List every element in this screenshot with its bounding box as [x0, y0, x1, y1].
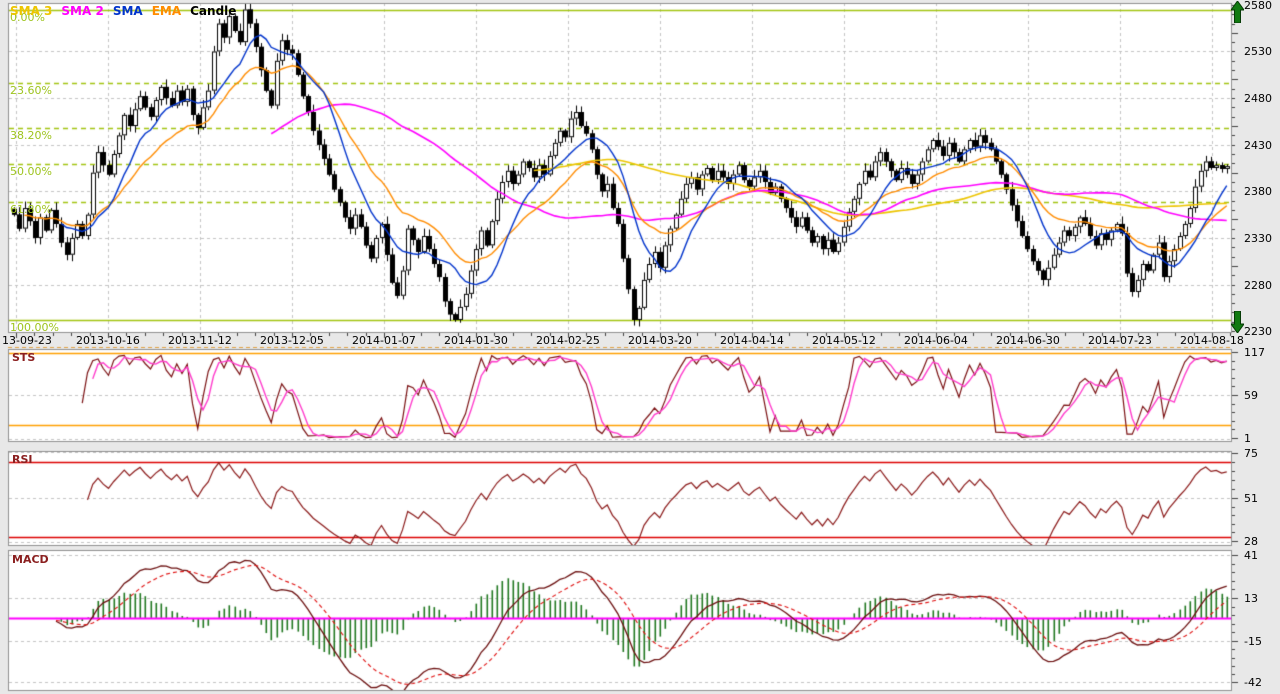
- fib-label-236: 23.60%: [10, 84, 52, 97]
- date-label: 2014-05-12: [812, 334, 876, 347]
- sts-panel[interactable]: [8, 349, 1232, 442]
- legend-item-candle: Candle: [190, 4, 237, 18]
- macd-title: MACD: [12, 553, 49, 566]
- macd-tick-label: 41: [1244, 549, 1258, 562]
- rsi-panel[interactable]: [8, 451, 1232, 546]
- price-panel[interactable]: [8, 3, 1232, 333]
- arrow-down-icon[interactable]: [1231, 311, 1244, 333]
- sts-tick-label: 59: [1244, 389, 1258, 402]
- macd-tick-label: 13: [1244, 592, 1258, 605]
- date-label: 2013-12-05: [260, 334, 324, 347]
- date-label: 2014-07-23: [1088, 334, 1152, 347]
- legend-item-ema: EMA: [151, 4, 182, 18]
- fib-label-618: 61.80%: [10, 203, 52, 216]
- rsi-title: RSI: [12, 453, 33, 466]
- price-tick-label: 2330: [1244, 232, 1272, 245]
- rsi-tick-label: 51: [1244, 492, 1258, 505]
- price-tick-label: 2580: [1244, 0, 1272, 12]
- macd-tick-label: -15: [1244, 635, 1262, 648]
- date-label: 2014-02-25: [536, 334, 600, 347]
- price-tick-label: 2530: [1244, 45, 1272, 58]
- price-tick-label: 2430: [1244, 139, 1272, 152]
- fib-label-100: 100.00%: [10, 321, 59, 334]
- date-label: 2014-06-30: [996, 334, 1060, 347]
- date-label: 2014-06-04: [904, 334, 968, 347]
- price-tick-label: 2480: [1244, 92, 1272, 105]
- date-label: 2013-11-12: [168, 334, 232, 347]
- legend-item-sma3: SMA 3: [10, 4, 53, 18]
- legend-item-sma: SMA: [112, 4, 143, 18]
- date-label: 2014-08-18: [1180, 334, 1244, 347]
- arrow-up-icon[interactable]: [1231, 1, 1244, 23]
- price-tick-label: 2280: [1244, 279, 1272, 292]
- fib-label-50: 50.00%: [10, 165, 52, 178]
- macd-tick-label: -42: [1244, 676, 1262, 689]
- fib-label-382: 38.20%: [10, 129, 52, 142]
- legend-item-sma2: SMA 2: [61, 4, 104, 18]
- macd-panel[interactable]: [8, 550, 1232, 691]
- rsi-tick-label: 28: [1244, 535, 1258, 548]
- date-label: 2014-01-30: [444, 334, 508, 347]
- sts-title: STS: [12, 351, 36, 364]
- price-tick-label: 2230: [1244, 325, 1272, 338]
- rsi-tick-label: 75: [1244, 447, 1258, 460]
- date-label: 2014-04-14: [720, 334, 784, 347]
- price-tick-label: 2380: [1244, 185, 1272, 198]
- date-label: 2013-10-16: [76, 334, 140, 347]
- date-label: 13-09-23: [2, 334, 52, 347]
- date-label: 2014-03-20: [628, 334, 692, 347]
- legend: SMA 3 SMA 2 SMA EMA Candle: [10, 4, 236, 18]
- sts-tick-label: 117: [1244, 346, 1265, 359]
- fib-label-0: 0.00%: [10, 11, 45, 24]
- sts-tick-label: 1: [1244, 432, 1251, 445]
- date-label: 2014-01-07: [352, 334, 416, 347]
